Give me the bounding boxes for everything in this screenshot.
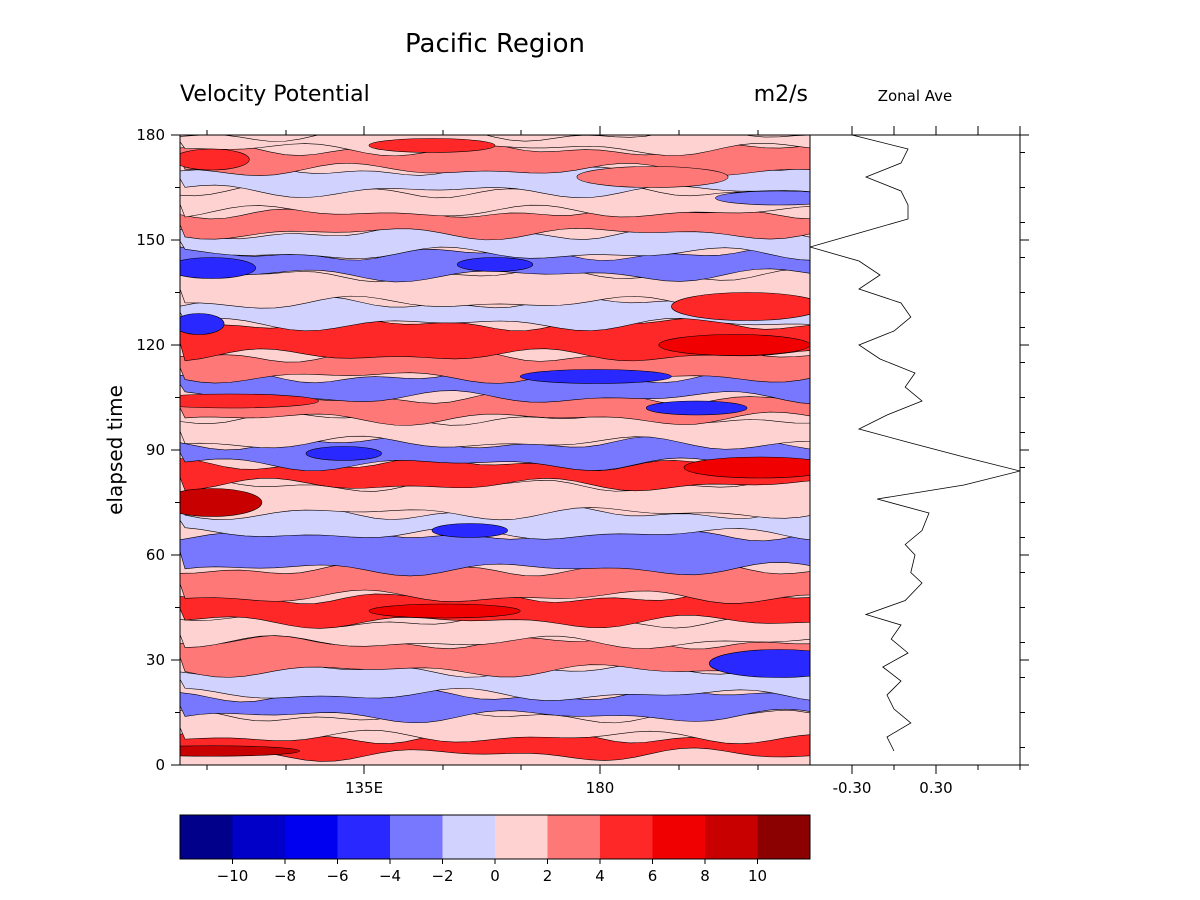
colorbar-swatch xyxy=(495,815,548,859)
colorbar-swatch xyxy=(337,815,391,859)
y-tick-label: 180 xyxy=(136,126,165,144)
contour-band xyxy=(180,317,810,362)
hovmoller-plot xyxy=(180,135,810,765)
y-axis-label: elapsed time xyxy=(103,385,127,515)
colorbar-label: −4 xyxy=(379,867,401,885)
contour-cell xyxy=(180,488,263,517)
colorbar-label: 4 xyxy=(595,867,605,885)
zonal-ave-line xyxy=(810,135,1020,752)
colorbar-label: 10 xyxy=(748,867,767,885)
colorbar-swatch xyxy=(442,815,496,859)
chart-subtitle: Velocity Potential xyxy=(180,82,370,107)
contour-cell xyxy=(180,745,300,757)
y-tick-label: 90 xyxy=(146,441,165,459)
colorbar-swatch xyxy=(390,815,443,859)
contour-band xyxy=(180,505,810,541)
colorbar-label: 2 xyxy=(543,867,553,885)
colorbar-swatch xyxy=(180,815,233,859)
colorbar-swatch xyxy=(705,815,758,859)
contour-cell xyxy=(671,292,810,321)
main-axes: 0 30 60 90 120 150 180 135E 180 xyxy=(136,126,759,797)
contour-band xyxy=(180,456,810,492)
contour-cell xyxy=(519,369,672,384)
contour-cell xyxy=(715,190,810,206)
zonal-ave-plot xyxy=(810,135,1020,752)
zonal-x-tick-label: 0.30 xyxy=(919,779,952,797)
colorbar-swatch xyxy=(232,815,286,859)
contour-cell xyxy=(683,456,810,479)
zonal-ave-frame xyxy=(809,134,1021,766)
contour-band xyxy=(180,163,810,199)
contour-cell xyxy=(708,649,810,678)
y-tick-label: 30 xyxy=(146,651,165,669)
x-tick-label: 180 xyxy=(586,779,615,797)
zonal-x-tick-label: -0.30 xyxy=(833,779,872,797)
y-tick-label: 150 xyxy=(136,231,165,249)
colorbar-swatch xyxy=(600,815,653,859)
zonal-ave-axes: -0.30 0.30 xyxy=(833,126,1029,797)
contour-cell xyxy=(180,257,256,279)
contour-band xyxy=(180,729,810,762)
contour-cell xyxy=(305,446,382,461)
contour-band xyxy=(180,296,810,332)
colorbar-label: −2 xyxy=(431,867,453,885)
colorbar-label: 6 xyxy=(648,867,658,885)
contour-cell xyxy=(180,393,319,409)
colorbar-label: 0 xyxy=(490,867,500,885)
zonal-ave-title: Zonal Ave xyxy=(878,87,953,105)
colorbar-label: 8 xyxy=(700,867,710,885)
x-tick-label: 135E xyxy=(345,779,383,797)
y-tick-label: 60 xyxy=(146,546,165,564)
contour-cell xyxy=(456,257,534,272)
colorbar-swatch xyxy=(547,815,601,859)
colorbar-label: −10 xyxy=(217,867,249,885)
contour-band xyxy=(180,369,810,404)
units-label: m2/s xyxy=(754,82,808,107)
colorbar-label: −6 xyxy=(326,867,348,885)
contour-cell xyxy=(431,523,508,538)
colorbar-label: −8 xyxy=(274,867,296,885)
contour-band xyxy=(180,614,810,649)
contour-cell xyxy=(645,400,748,416)
contour-cell xyxy=(576,166,729,188)
chart-title: Pacific Region xyxy=(405,29,585,59)
contour-cell xyxy=(180,148,250,171)
colorbar-swatch xyxy=(285,815,338,859)
colorbar-swatch xyxy=(652,815,706,859)
colorbar-swatch xyxy=(757,815,811,859)
contour-cell xyxy=(368,603,521,619)
colorbar: −10 −8 −6 −4 −2 0 2 4 6 8 10 xyxy=(179,814,811,885)
contour-cell xyxy=(180,313,225,335)
contour-cell xyxy=(658,334,810,356)
y-tick-label: 0 xyxy=(155,756,165,774)
y-tick-label: 120 xyxy=(136,336,165,354)
contour-cell xyxy=(368,138,496,153)
